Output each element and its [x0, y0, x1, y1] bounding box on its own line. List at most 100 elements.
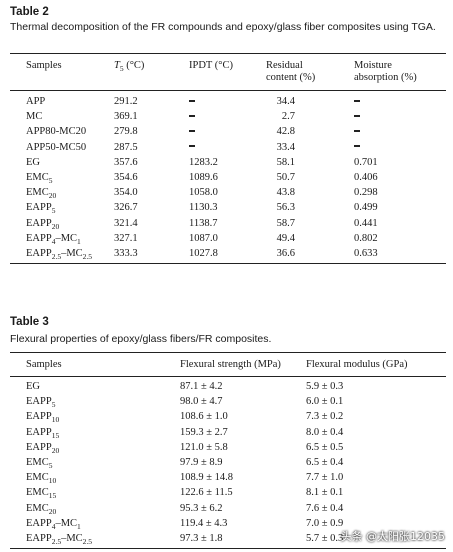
- residual-cell: 49.4: [276, 232, 295, 244]
- t5-cell: 354.0: [114, 187, 138, 199]
- table3-bottom-rule: [10, 548, 446, 549]
- moisture-cell: [354, 111, 360, 123]
- sample-cell: EMC20: [26, 502, 57, 516]
- table2-row: MC 369.1 2.7: [10, 111, 446, 123]
- table3-label: Table 3: [10, 316, 49, 328]
- sample-cell: EG: [26, 156, 40, 168]
- table3-row: EAPP5 98.0 ± 4.7 6.0 ± 0.1: [10, 396, 446, 409]
- table2-top-rule: [10, 53, 446, 54]
- table2-row: EAPP4–MC1 327.1 1087.0 49.4 0.802: [10, 232, 446, 246]
- moisture-cell: 0.441: [354, 217, 378, 229]
- sample-cell: EAPP5: [26, 202, 56, 216]
- table2-header-rule: [10, 90, 446, 91]
- table2-header-moisture: Moisture absorption (%): [354, 60, 417, 83]
- residual-cell: 43.8: [276, 187, 295, 199]
- table3-row: EAPP10 108.6 ± 1.0 7.3 ± 0.2: [10, 411, 446, 424]
- ipdt-cell: 1130.3: [189, 202, 218, 214]
- table3-top-rule: [10, 352, 446, 353]
- sample-cell: EMC10: [26, 472, 57, 486]
- t5-cell: 291.2: [114, 96, 138, 107]
- residual-cell: 56.3: [276, 202, 295, 214]
- table3-header-strength: Flexural strength (MPa): [180, 359, 281, 370]
- sample-cell: EAPP20: [26, 441, 60, 455]
- table3-row: EAPP15 159.3 ± 2.7 8.0 ± 0.4: [10, 426, 446, 440]
- residual-cell: 36.6: [276, 248, 295, 259]
- sample-cell: EAPP4–MC1: [26, 517, 81, 531]
- t5-cell: 287.5: [114, 141, 138, 153]
- sample-cell: APP80-MC20: [26, 126, 87, 138]
- moisture-cell: [354, 96, 360, 108]
- sample-cell: APP: [26, 96, 46, 107]
- table2-header-residual: Residual content (%): [266, 60, 316, 83]
- modulus-cell: 6.5 ± 0.5: [306, 441, 344, 453]
- table2-row: EAPP5 326.7 1130.3 56.3 0.499: [10, 202, 446, 216]
- table3-header-samples: Samples: [26, 359, 62, 370]
- modulus-cell: 7.7 ± 1.0: [306, 472, 344, 484]
- moisture-cell: 0.499: [354, 202, 378, 214]
- ipdt-cell: [189, 111, 195, 123]
- table2-row: EMC20 354.0 1058.0 43.8 0.298: [10, 187, 446, 201]
- sample-cell: EMC20: [26, 187, 57, 201]
- table3-row: EMC10 108.9 ± 14.8 7.7 ± 1.0: [10, 472, 446, 486]
- table3-row: EMC15 122.6 ± 11.5 8.1 ± 0.1: [10, 487, 446, 501]
- t5-cell: 357.6: [114, 156, 138, 168]
- residual-cell: 58.7: [276, 217, 295, 229]
- residual-cell: 42.8: [276, 126, 295, 138]
- residual-cell: 50.7: [276, 172, 295, 183]
- modulus-cell: 5.9 ± 0.3: [306, 381, 344, 392]
- sample-cell: EG: [26, 381, 40, 392]
- moisture-cell: 0.298: [354, 187, 378, 199]
- sample-cell: EAPP2.5–MC2.5: [26, 533, 93, 547]
- table2-row: EG 357.6 1283.2 58.1 0.701: [10, 157, 446, 169]
- table2-row: EAPP2.5–MC2.5 333.3 1027.8 36.6 0.633: [10, 248, 446, 262]
- sample-cell: EAPP20: [26, 217, 60, 231]
- table2-block: Table 2 Thermal decomposition of the FR …: [10, 6, 446, 34]
- table2-row: EAPP20 321.4 1138.7 58.7 0.441: [10, 217, 446, 231]
- table3-caption: Flexural properties of epoxy/glass fiber…: [10, 333, 272, 345]
- ipdt-cell: [189, 126, 195, 138]
- strength-cell: 95.3 ± 6.2: [180, 502, 223, 514]
- modulus-cell: 7.0 ± 0.9: [306, 517, 344, 529]
- moisture-cell: 0.406: [354, 172, 378, 183]
- ipdt-cell: [189, 142, 195, 154]
- ipdt-cell: 1027.8: [189, 248, 218, 259]
- ipdt-cell: 1058.0: [189, 187, 218, 199]
- residual-cell: 2.7: [281, 111, 295, 123]
- ipdt-cell: 1138.7: [189, 217, 218, 229]
- strength-cell: 108.9 ± 14.8: [180, 472, 234, 484]
- table3-block: Table 3 Flexural properties of epoxy/gla…: [10, 316, 446, 346]
- sample-cell: EAPP15: [26, 426, 60, 440]
- strength-cell: 87.1 ± 4.2: [180, 381, 223, 392]
- sample-cell: EMC5: [26, 457, 53, 471]
- t5-cell: 279.8: [114, 126, 138, 138]
- sample-cell: APP50-MC50: [26, 141, 87, 153]
- modulus-cell: 5.7 ± 0.3: [306, 533, 344, 544]
- modulus-cell: 6.5 ± 0.4: [306, 457, 344, 468]
- table2-header-t5: T5 (°C): [114, 60, 145, 74]
- table2-row: APP 291.2 34.4: [10, 96, 446, 108]
- table3-row: EAPP2.5–MC2.5 97.3 ± 1.8 5.7 ± 0.3: [10, 533, 446, 547]
- strength-cell: 159.3 ± 2.7: [180, 426, 228, 438]
- table2-row: APP80-MC20 279.8 42.8: [10, 126, 446, 138]
- ipdt-cell: 1087.0: [189, 232, 218, 244]
- table2-header-samples: Samples: [26, 60, 62, 71]
- modulus-cell: 7.6 ± 0.4: [306, 502, 344, 514]
- table2-label: Table 2: [10, 6, 49, 18]
- t5-cell: 333.3: [114, 248, 138, 259]
- strength-cell: 122.6 ± 11.5: [180, 487, 233, 499]
- table3-header-rule: [10, 376, 446, 377]
- sample-cell: MC: [26, 111, 43, 123]
- ipdt-cell: 1089.6: [189, 172, 218, 183]
- table3-row: EMC5 97.9 ± 8.9 6.5 ± 0.4: [10, 457, 446, 471]
- t5-cell: 369.1: [114, 111, 138, 123]
- ipdt-cell: 1283.2: [189, 156, 218, 168]
- modulus-cell: 8.0 ± 0.4: [306, 426, 344, 438]
- table2-row: APP50-MC50 287.5 33.4: [10, 142, 446, 154]
- table3-header-modulus: Flexural modulus (GPa): [306, 359, 408, 370]
- sample-cell: EAPP2.5–MC2.5: [26, 248, 93, 262]
- modulus-cell: 8.1 ± 0.1: [306, 487, 344, 499]
- moisture-cell: 0.633: [354, 248, 378, 259]
- sample-cell: EMC15: [26, 487, 57, 501]
- table3-row: EAPP20 121.0 ± 5.8 6.5 ± 0.5: [10, 441, 446, 455]
- table3-row: EAPP4–MC1 119.4 ± 4.3 7.0 ± 0.9: [10, 517, 446, 531]
